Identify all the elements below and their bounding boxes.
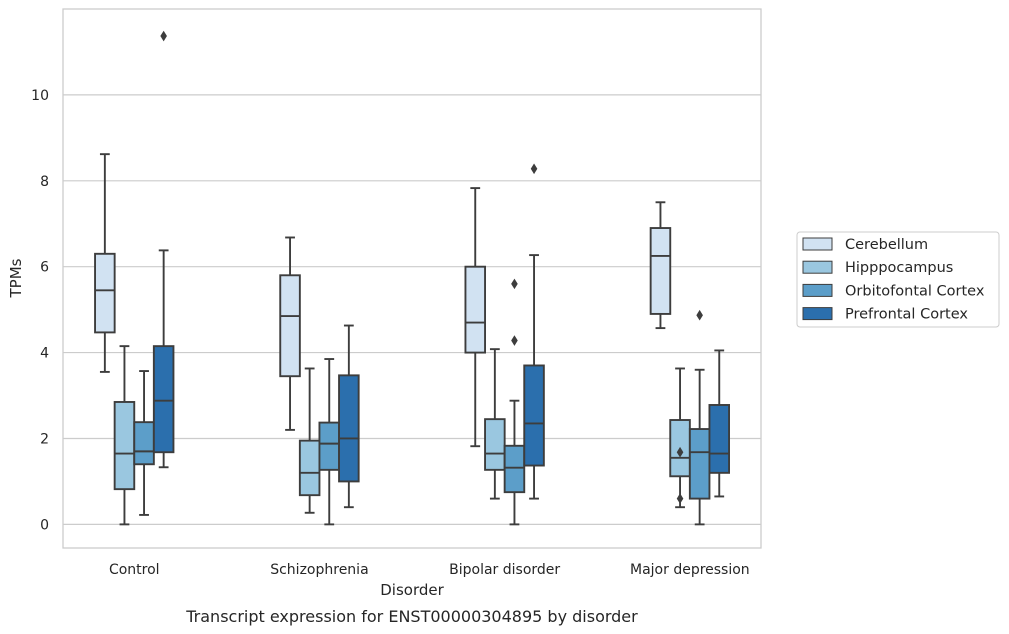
x-tick-label: Bipolar disorder (449, 562, 560, 578)
box-major-depression-hipppocampus (669, 367, 691, 509)
box-iqr (503, 444, 526, 494)
legend-item-prefrontal-cortex: Prefrontal Cortex (802, 307, 968, 323)
legend: Cerebellum Hipppocampus Orbitofontal Corte… (796, 231, 1000, 328)
box-major-depression-prefrontal-cortex (708, 349, 731, 498)
plot-frame (62, 8, 762, 549)
box-iqr (649, 227, 672, 315)
box-schizophrenia-hipppocampus (298, 367, 321, 514)
legend-item-orbitofontal-cortex: Orbitofontal Cortex (802, 283, 985, 299)
x-tick-label: Major depression (630, 562, 750, 578)
box-control-orbitofontal-cortex (133, 370, 155, 516)
y-tick-label: 8 (40, 174, 49, 190)
legend-swatch (802, 237, 833, 251)
box-bipolar-disorder-prefrontal-cortex (523, 163, 545, 500)
x-tick-label: Control (109, 562, 160, 578)
x-axis-label: Disorder (380, 581, 444, 599)
box-iqr (523, 364, 545, 467)
y-tick-labels: 0 2 4 6 8 10 (31, 88, 49, 533)
legend-swatch (802, 307, 833, 321)
outlier-point (511, 278, 518, 290)
box-iqr (708, 404, 731, 474)
y-tick-label: 4 (40, 346, 49, 362)
box-iqr (688, 428, 711, 500)
box-schizophrenia-prefrontal-cortex (338, 324, 360, 509)
box-iqr (133, 421, 155, 466)
y-tick-label: 6 (40, 260, 49, 276)
x-tick-labels: Control Schizophrenia Bipolar disorder Majo… (109, 562, 750, 578)
box-iqr (464, 265, 487, 354)
box-major-depression-cerebellum (649, 201, 672, 330)
box-control-cerebellum (94, 153, 116, 373)
box-schizophrenia-orbitofontal-cortex (318, 358, 341, 526)
box-bipolar-disorder-cerebellum (464, 187, 487, 448)
legend-swatch (802, 260, 833, 274)
outlier-point (160, 30, 167, 42)
box-iqr (484, 418, 506, 471)
box-bipolar-disorder-orbitofontal-cortex (503, 278, 526, 526)
y-tick-label: 0 (40, 517, 49, 533)
x-tick-label: Schizophrenia (270, 562, 368, 578)
box-series (94, 30, 731, 526)
outlier-point (511, 335, 518, 346)
legend-label: Hipppocampus (845, 260, 953, 276)
legend-frame (796, 231, 1000, 328)
box-control-prefrontal-cortex (152, 30, 175, 469)
outlier-point (676, 493, 684, 504)
legend-label: Cerebellum (845, 237, 928, 253)
y-tick-label: 2 (40, 431, 49, 447)
gridlines (63, 94, 761, 525)
box-control-hipppocampus (113, 345, 136, 526)
y-axis-label: TPMs (7, 258, 25, 298)
outlier-point (696, 309, 703, 321)
legend-item-cerebellum: Cerebellum (802, 237, 928, 253)
legend-label: Orbitofontal Cortex (845, 283, 985, 299)
box-iqr (338, 374, 360, 483)
box-iqr (113, 401, 136, 491)
legend-swatch (802, 283, 833, 297)
legend-item-hipppocampus: Hipppocampus (802, 260, 953, 276)
box-iqr (298, 439, 321, 497)
box-iqr (279, 274, 301, 378)
box-schizophrenia-cerebellum (279, 236, 301, 431)
box-iqr (318, 421, 341, 471)
box-iqr (94, 252, 116, 334)
box-iqr (152, 345, 175, 454)
figure-caption: Transcript expression for ENST0000030489… (185, 607, 638, 626)
box-major-depression-orbitofontal-cortex (688, 309, 711, 526)
outlier-point (530, 163, 538, 175)
legend-label: Prefrontal Cortex (845, 307, 968, 323)
legend-items: Cerebellum Hipppocampus Orbitofontal Corte… (802, 237, 985, 323)
box-bipolar-disorder-hipppocampus (484, 348, 506, 500)
y-tick-label: 10 (31, 88, 49, 104)
outlier-point (676, 446, 684, 458)
